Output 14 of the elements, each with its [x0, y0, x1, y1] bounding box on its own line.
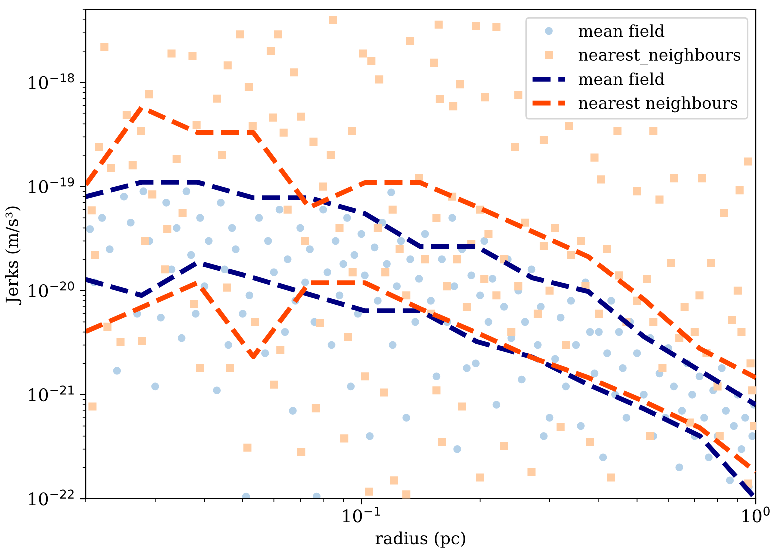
legend-label: mean field — [578, 24, 665, 38]
y-tick-label: 10$^{−22}$ — [29, 490, 74, 506]
y-tick-label: 10$^{−20}$ — [29, 282, 74, 298]
y-tick-label: 10$^{−21}$ — [29, 386, 74, 402]
x-tick-label: 10$^{−1}$ — [343, 506, 380, 523]
x-axis-title: radius (pc) — [376, 532, 466, 548]
legend-label: mean field — [578, 72, 665, 86]
line-series — [86, 180, 756, 408]
legend-label: nearest_neighbours — [578, 48, 741, 65]
y-tick-label: 10$^{−19}$ — [29, 178, 74, 194]
y-axis-title: Jerks (m/s³) — [5, 206, 22, 305]
legend-label: nearest neighbours — [578, 96, 738, 113]
x-tick-label: 10$^{0}$ — [742, 506, 770, 523]
y-tick-label: 10$^{−18}$ — [29, 74, 74, 90]
